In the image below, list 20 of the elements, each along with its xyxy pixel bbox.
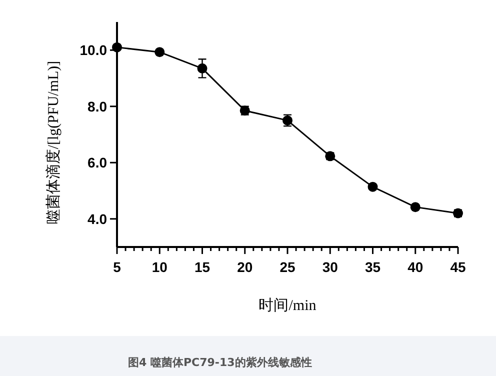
x-tick-label: 10 — [152, 259, 168, 275]
x-tick-label: 35 — [364, 259, 381, 275]
x-tick-label: 5 — [113, 259, 122, 275]
x-tick-label: 15 — [194, 259, 210, 275]
point — [197, 63, 208, 74]
x-tick-label: 30 — [322, 259, 338, 275]
x-axis-title: 时间/min — [258, 297, 317, 314]
x-tick-label: 40 — [408, 259, 424, 275]
y-tick-label: 6.0 — [88, 154, 108, 171]
x-tick-label: 45 — [450, 259, 466, 275]
x-tick-label: 20 — [237, 259, 253, 275]
y-tick-label: 8.0 — [88, 98, 108, 114]
y-tick-label: 10.0 — [80, 42, 108, 58]
y-tick-label: 4.0 — [88, 210, 108, 227]
point — [154, 47, 165, 58]
caption: 图4 噬菌体PC79-13的紫外线敏感性 — [128, 356, 312, 369]
y-axis-title: 噬菌体滴度/[lg(PFU/mL)] — [45, 60, 62, 224]
x-tick-label: 25 — [280, 259, 296, 275]
point — [410, 202, 420, 212]
point — [368, 182, 378, 192]
